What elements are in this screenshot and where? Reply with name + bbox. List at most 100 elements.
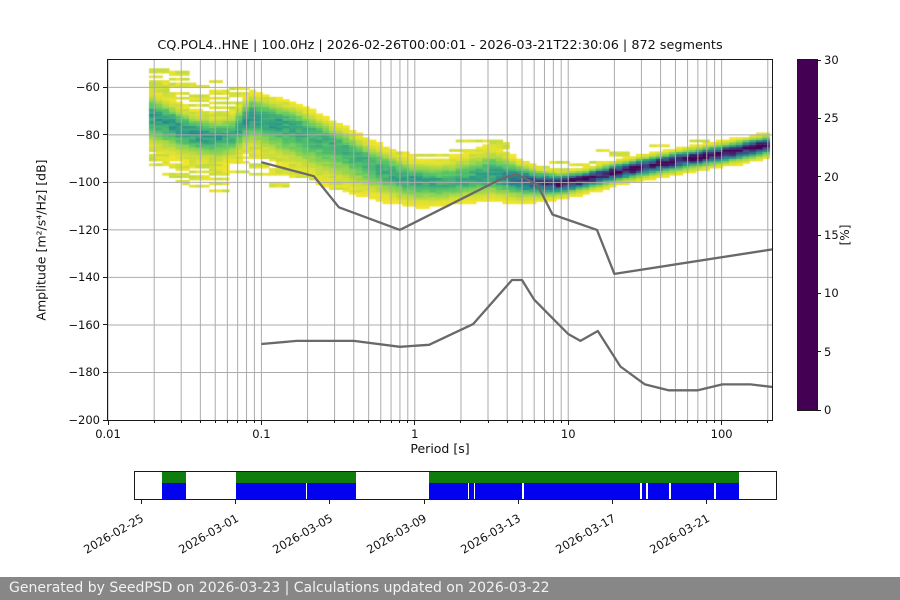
timeline-tickmark xyxy=(329,499,331,504)
x-tick-label: 100 xyxy=(710,427,733,441)
x-tickmark xyxy=(567,420,569,425)
colorbar-tick-label: 10 xyxy=(824,286,839,301)
timeline-date-label: 2026-03-21 xyxy=(646,511,712,557)
x-tickmark xyxy=(390,420,392,423)
timeline-tickmark xyxy=(140,499,142,504)
x-tickmark xyxy=(214,420,216,423)
timeline-blue-gap xyxy=(646,482,648,499)
colorbar-tick-label: 20 xyxy=(824,169,839,184)
x-tick-label: 0.1 xyxy=(252,427,271,441)
x-tickmark xyxy=(674,420,676,423)
y-tickmark xyxy=(103,86,108,88)
x-tickmark xyxy=(399,420,401,423)
y-tick-label: −140 xyxy=(68,270,100,285)
timeline-tickmark xyxy=(517,499,519,504)
y-tickmark xyxy=(103,419,108,421)
y-tick-label: −160 xyxy=(68,317,100,332)
x-tickmark xyxy=(487,420,489,423)
grid-and-noise-models-svg xyxy=(107,59,772,420)
footer-bar: Generated by SeedPSD on 2026-03-23 | Cal… xyxy=(0,577,900,600)
x-tickmark xyxy=(697,420,699,423)
x-tickmark xyxy=(706,420,708,423)
x-tickmark xyxy=(368,420,370,423)
timeline-blue-gap xyxy=(473,482,476,499)
colorbar-tickmark xyxy=(817,292,821,294)
y-tickmark xyxy=(103,229,108,231)
x-tickmark xyxy=(107,420,109,425)
timeline-date-label: 2026-03-13 xyxy=(458,511,524,557)
y-tickmark xyxy=(103,324,108,326)
colorbar-tick-label: 25 xyxy=(824,111,839,126)
ppsd-axes xyxy=(106,58,773,421)
nhnm-noise-model-line xyxy=(260,160,772,275)
timeline-date-label: 2026-02-25 xyxy=(81,511,147,557)
x-tickmark xyxy=(543,420,545,423)
x-tickmark xyxy=(552,420,554,423)
x-tickmark xyxy=(199,420,201,423)
y-tick-label: −200 xyxy=(68,413,100,427)
timeline-tickmark xyxy=(235,499,237,504)
y-tickmark xyxy=(103,181,108,183)
x-tickmark xyxy=(307,420,309,423)
timeline-blue-segment xyxy=(235,482,356,499)
colorbar-gradient xyxy=(797,59,817,410)
x-tickmark xyxy=(246,420,248,423)
timeline-green-segment xyxy=(428,471,739,483)
timeline-blue-segment xyxy=(428,482,739,499)
x-tickmark xyxy=(353,420,355,423)
colorbar-tickmark xyxy=(817,351,821,353)
timeline-green-segment xyxy=(235,471,356,483)
x-tickmark xyxy=(407,420,409,423)
x-tickmark xyxy=(613,420,615,423)
x-tick-label: 10 xyxy=(560,427,576,441)
timeline-green-segment xyxy=(161,471,186,483)
x-tickmark xyxy=(237,420,239,423)
timeline-tickmark xyxy=(706,499,708,504)
x-tickmark xyxy=(767,420,769,423)
colorbar xyxy=(796,58,818,411)
x-tickmark xyxy=(460,420,462,423)
timeline-date-label: 2026-03-17 xyxy=(552,511,618,557)
timeline-axes xyxy=(133,470,777,500)
x-tickmark xyxy=(660,420,662,423)
y-axis-label: Amplitude [m²/s⁴/Hz] [dB] xyxy=(33,159,49,321)
y-tick-label: −60 xyxy=(75,80,100,95)
timeline-blue-segment xyxy=(161,482,186,499)
timeline-blue-gap xyxy=(640,482,642,499)
timeline-date-label: 2026-03-09 xyxy=(364,511,430,557)
ppsd-heatmap-canvas xyxy=(107,59,772,420)
timeline-date-label: 2026-03-05 xyxy=(270,511,335,557)
colorbar-tickmark xyxy=(817,59,821,61)
colorbar-tickmark xyxy=(817,117,821,119)
x-tickmark xyxy=(721,420,723,425)
nlnm-noise-model-line xyxy=(261,278,772,392)
colorbar-tickmark xyxy=(817,234,821,236)
x-tickmark xyxy=(180,420,182,423)
x-tickmark xyxy=(380,420,382,423)
y-tick-label: −180 xyxy=(68,365,100,380)
timeline-blue-gap xyxy=(305,482,308,499)
x-tickmark xyxy=(687,420,689,423)
x-tickmark xyxy=(506,420,508,423)
footer-text: Generated by SeedPSD on 2026-03-23 | Cal… xyxy=(9,580,550,596)
timeline-tickmark xyxy=(612,499,614,504)
timeline-date-label: 2026-03-01 xyxy=(175,511,241,557)
y-tick-label: −100 xyxy=(68,175,100,190)
x-tickmark xyxy=(153,420,155,423)
x-tickmark xyxy=(334,420,336,423)
y-tick-label: −80 xyxy=(75,127,100,142)
colorbar-tickmark xyxy=(817,409,821,411)
x-tick-label: 1 xyxy=(411,427,419,441)
timeline-blue-gap xyxy=(467,482,470,499)
x-tickmark xyxy=(521,420,523,423)
colorbar-tick-label: 5 xyxy=(824,344,832,359)
y-tickmark xyxy=(103,276,108,278)
colorbar-tick-label: 15 xyxy=(824,228,839,242)
x-tickmark xyxy=(640,420,642,423)
timeline-tickmark xyxy=(423,499,425,504)
timeline-blue-gap xyxy=(522,482,524,499)
colorbar-tick-label: 30 xyxy=(824,53,839,67)
x-tick-label: 0.01 xyxy=(95,427,121,441)
x-axis-label: Period [s] xyxy=(410,441,470,456)
